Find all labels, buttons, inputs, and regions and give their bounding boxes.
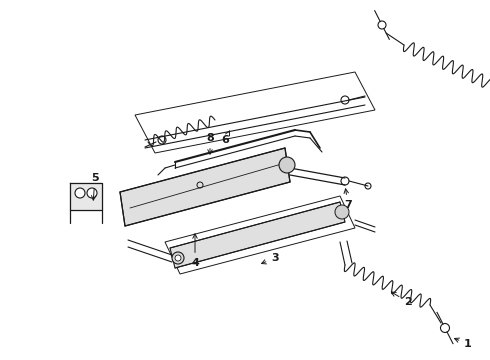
Circle shape [279,157,295,173]
Circle shape [87,188,97,198]
Polygon shape [120,148,290,226]
Circle shape [172,252,184,264]
Text: 8: 8 [206,133,214,154]
Circle shape [175,255,181,261]
Circle shape [335,205,349,219]
Text: 2: 2 [392,292,412,307]
Text: 3: 3 [262,253,279,264]
Circle shape [75,188,85,198]
Text: 7: 7 [344,189,352,210]
Polygon shape [170,202,345,268]
Text: 5: 5 [91,173,99,200]
Text: 4: 4 [191,234,199,268]
Text: 1: 1 [455,338,472,349]
Text: 6: 6 [221,131,229,145]
Polygon shape [70,183,102,210]
